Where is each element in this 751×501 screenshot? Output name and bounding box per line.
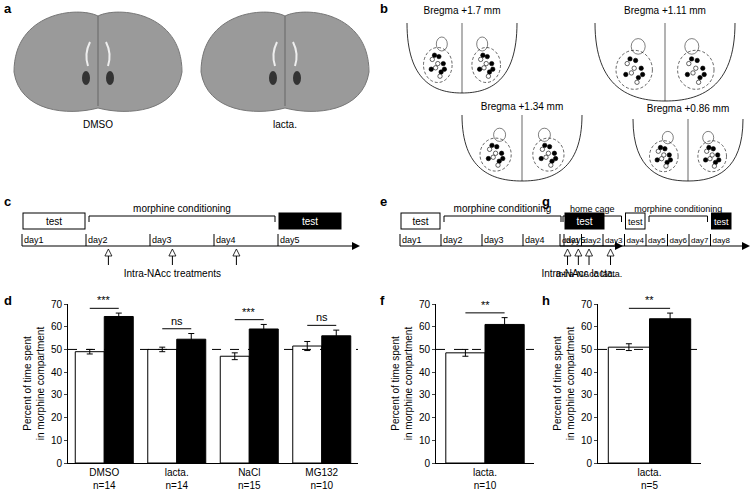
svg-text:day4: day4 [627,236,645,245]
svg-text:lacta.n=10: lacta.n=10 [473,467,497,491]
svg-text:h: h [542,293,550,308]
svg-text:test: test [628,217,643,227]
svg-text:morphine conditioning: morphine conditioning [454,203,552,214]
svg-text:70: 70 [581,299,593,310]
svg-text:50: 50 [51,344,63,355]
svg-text:test: test [412,216,428,227]
svg-text:d: d [4,293,12,308]
svg-text:Percent of time spentin morphi: Percent of time spentin morphine compart… [22,327,46,441]
svg-text:test: test [576,216,592,227]
svg-text:20: 20 [51,412,63,423]
svg-text:60: 60 [51,321,63,332]
svg-text:g: g [542,194,550,209]
svg-text:40: 40 [419,367,431,378]
svg-text:50: 50 [581,344,593,355]
svg-text:30: 30 [581,389,593,400]
svg-text:0: 0 [586,458,592,469]
svg-text:test: test [302,216,318,227]
svg-text:day3: day3 [152,235,172,245]
svg-text:***: *** [97,294,111,306]
svg-text:day2: day2 [88,235,108,245]
svg-text:lacta.n=5: lacta.n=5 [638,467,662,491]
svg-text:70: 70 [51,299,63,310]
svg-text:home cage: home cage [570,204,615,214]
svg-text:e: e [380,194,387,209]
svg-text:20: 20 [581,412,593,423]
svg-text:NaCln=15: NaCln=15 [238,467,261,491]
svg-text:50: 50 [419,344,431,355]
svg-text:70: 70 [419,299,431,310]
svg-text:lacta.n=14: lacta.n=14 [165,467,189,491]
svg-text:ns: ns [171,315,183,327]
svg-text:b: b [380,1,388,16]
svg-text:Percent of time spentin morphi: Percent of time spentin morphine compart… [390,327,414,441]
svg-text:day3: day3 [605,236,623,245]
svg-text:test: test [46,216,62,227]
svg-text:Bregma +0.86 mm: Bregma +0.86 mm [647,103,730,114]
svg-text:day8: day8 [713,236,731,245]
svg-text:day4: day4 [525,235,545,245]
svg-text:day6: day6 [670,236,688,245]
svg-text:10: 10 [51,435,63,446]
svg-text:0: 0 [56,458,62,469]
svg-text:a: a [4,1,12,16]
svg-text:day4: day4 [216,235,236,245]
svg-text:day2: day2 [443,235,463,245]
svg-text:20: 20 [419,412,431,423]
svg-text:DMSO: DMSO [83,119,113,130]
svg-text:day5: day5 [648,236,666,245]
svg-text:day7: day7 [691,236,709,245]
svg-text:60: 60 [581,321,593,332]
svg-text:MG132n=10: MG132n=10 [305,467,338,491]
svg-text:40: 40 [51,367,63,378]
svg-text:day1: day1 [24,235,44,245]
svg-text:day3: day3 [484,235,504,245]
svg-text:test: test [714,217,729,227]
svg-text:ns: ns [316,311,328,323]
svg-text:Intra-NAcc treatments: Intra-NAcc treatments [124,268,221,279]
svg-text:DMSOn=14: DMSOn=14 [89,467,119,491]
svg-text:30: 30 [51,389,63,400]
svg-text:***: *** [242,306,256,318]
svg-text:Intra-NAcc lacta.: Intra-NAcc lacta. [556,269,623,279]
svg-text:0: 0 [424,458,430,469]
svg-text:morphine conditioning: morphine conditioning [133,203,231,214]
svg-text:30: 30 [419,389,431,400]
svg-text:c: c [4,194,11,209]
svg-text:day1: day1 [402,235,422,245]
svg-text:lacta.: lacta. [273,119,297,130]
svg-text:Bregma +1.11 mm: Bregma +1.11 mm [624,5,706,16]
svg-text:40: 40 [581,367,593,378]
svg-text:**: ** [645,294,654,306]
svg-text:morphine conditioning: morphine conditioning [634,204,722,214]
svg-text:Bregma +1.34 mm: Bregma +1.34 mm [481,101,564,112]
svg-text:60: 60 [419,321,431,332]
svg-text:10: 10 [581,435,593,446]
svg-text:day1: day1 [562,236,580,245]
svg-text:day5: day5 [280,235,300,245]
svg-text:f: f [380,293,385,308]
svg-text:Percent of time spentin morphi: Percent of time spentin morphine compart… [552,327,576,441]
svg-text:**: ** [481,299,490,311]
svg-text:day2: day2 [584,236,602,245]
svg-text:10: 10 [419,435,431,446]
svg-text:Bregma +1.7 mm: Bregma +1.7 mm [424,5,501,16]
